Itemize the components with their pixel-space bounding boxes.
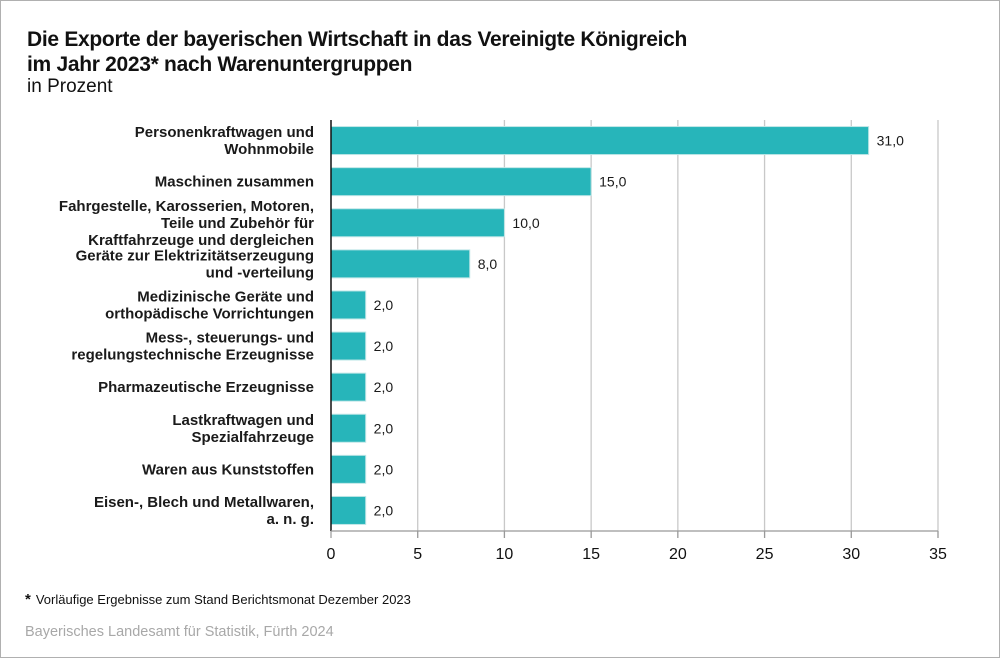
footnote-text: Vorläufige Ergebnisse zum Stand Berichts… [35, 592, 411, 607]
chart-title-line-1: Die Exporte der bayerischen Wirtschaft i… [27, 28, 688, 51]
bar [330, 167, 592, 197]
value-label: 2,0 [374, 338, 394, 354]
x-tick-label: 20 [669, 546, 687, 563]
category-label: regelungstechnische Erzeugnisse [71, 347, 314, 364]
category-label: Pharmazeutische Erzeugnisse [98, 379, 314, 396]
bar [330, 495, 367, 525]
footnote: * Vorläufige Ergebnisse zum Stand Bericht… [25, 591, 411, 608]
category-label: Maschinen zusammen [155, 174, 314, 191]
category-label: Teile und Zubehör für [161, 215, 314, 232]
category-label: Mess-, steuerungs- und [146, 330, 314, 347]
value-label: 2,0 [374, 502, 394, 518]
value-label: 2,0 [374, 379, 394, 395]
category-label: Geräte zur Elektrizitätserzeugung [76, 247, 314, 264]
bar [330, 249, 471, 279]
x-tick-label: 5 [413, 546, 422, 563]
category-label: Kraftfahrzeuge und dergleichen [88, 232, 314, 249]
category-label: Lastkraftwagen und [172, 412, 314, 429]
x-tick-label: 30 [842, 546, 860, 563]
x-tick-label: 25 [756, 546, 774, 563]
footnote-marker: * [25, 591, 31, 608]
category-label: Eisen-, Blech und Metallwaren, [94, 494, 314, 511]
bar [330, 454, 367, 484]
category-label: orthopädische Vorrichtungen [105, 305, 314, 322]
category-label: Waren aus Kunststoffen [142, 461, 314, 478]
chart-subtitle: in Prozent [27, 76, 113, 97]
value-labels: 31,0 15,0 10,0 8,0 2,0 2,0 2,0 2,0 2,0 2,0 [374, 133, 904, 519]
bar [330, 126, 870, 156]
category-label: Fahrgestelle, Karosserien, Motoren, [59, 198, 314, 215]
category-label: und -verteilung [206, 264, 314, 281]
value-label: 2,0 [374, 461, 394, 477]
x-tick-label: 0 [327, 546, 336, 563]
bar [330, 290, 367, 320]
value-label: 2,0 [374, 420, 394, 436]
x-axis: 0 5 10 15 20 25 30 35 [327, 120, 947, 563]
chart-title-line-2: im Jahr 2023* nach Warenuntergruppen [27, 53, 413, 76]
category-label: a. n. g. [266, 511, 314, 528]
source-credit: Bayerisches Landesamt für Statistik, Für… [25, 624, 334, 640]
bar [330, 372, 367, 402]
value-label: 8,0 [478, 256, 498, 272]
x-tick-label: 15 [582, 546, 600, 563]
x-tick-label: 35 [929, 546, 947, 563]
bars [330, 126, 870, 525]
value-label: 10,0 [512, 215, 539, 231]
value-label: 15,0 [599, 174, 626, 190]
chart-title: Die Exporte der bayerischen Wirtschaft i… [27, 27, 687, 77]
category-label: Medizinische Geräte und [137, 288, 314, 305]
value-label: 2,0 [374, 297, 394, 313]
value-label: 31,0 [877, 133, 904, 149]
bar [330, 208, 505, 238]
bar [330, 331, 367, 361]
bar [330, 413, 367, 443]
category-label: Wohnmobile [224, 141, 314, 158]
category-label: Spezialfahrzeuge [191, 429, 314, 446]
x-tick-label: 10 [496, 546, 514, 563]
category-label: Personenkraftwagen und [135, 124, 314, 141]
